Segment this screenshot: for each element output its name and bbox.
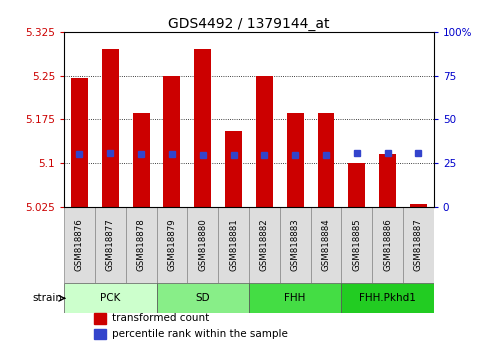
Bar	[311, 207, 341, 283]
Bar	[372, 207, 403, 283]
Bar	[194, 49, 211, 207]
Bar	[187, 207, 218, 283]
Text: GSM818881: GSM818881	[229, 219, 238, 272]
Bar	[157, 283, 249, 313]
Text: FHH.Pkhd1: FHH.Pkhd1	[359, 293, 416, 303]
Bar	[280, 207, 311, 283]
Text: GSM818879: GSM818879	[168, 219, 176, 271]
Bar	[218, 207, 249, 283]
Bar	[287, 114, 304, 207]
Bar	[256, 76, 273, 207]
Text: GSM818877: GSM818877	[106, 219, 115, 272]
Bar	[249, 207, 280, 283]
Text: GSM818878: GSM818878	[137, 219, 145, 272]
Bar	[94, 329, 106, 339]
Text: GSM818883: GSM818883	[291, 219, 300, 272]
Bar	[94, 313, 106, 324]
Bar	[341, 207, 372, 283]
Bar	[341, 283, 434, 313]
Text: GSM818885: GSM818885	[352, 219, 361, 272]
Text: percentile rank within the sample: percentile rank within the sample	[112, 329, 288, 339]
Bar	[64, 283, 157, 313]
Bar	[126, 207, 157, 283]
Bar	[379, 154, 396, 207]
Bar	[410, 204, 427, 207]
Text: GSM818886: GSM818886	[383, 219, 392, 272]
Text: strain: strain	[33, 293, 63, 303]
Text: GSM818884: GSM818884	[321, 219, 330, 272]
Bar	[403, 207, 434, 283]
Bar	[157, 207, 187, 283]
Bar	[133, 114, 149, 207]
Bar	[102, 49, 119, 207]
Text: PCK: PCK	[100, 293, 120, 303]
Text: transformed count: transformed count	[112, 313, 210, 324]
Text: GSM818887: GSM818887	[414, 219, 423, 272]
Bar	[64, 207, 95, 283]
Text: GSM818882: GSM818882	[260, 219, 269, 272]
Title: GDS4492 / 1379144_at: GDS4492 / 1379144_at	[168, 17, 330, 31]
Text: SD: SD	[195, 293, 210, 303]
Text: GSM818876: GSM818876	[75, 219, 84, 272]
Bar	[349, 163, 365, 207]
Bar	[225, 131, 242, 207]
Bar	[95, 207, 126, 283]
Bar	[249, 283, 341, 313]
Text: FHH: FHH	[284, 293, 306, 303]
Bar	[317, 114, 334, 207]
Bar	[164, 76, 180, 207]
Bar	[71, 79, 88, 207]
Text: GSM818880: GSM818880	[198, 219, 207, 272]
